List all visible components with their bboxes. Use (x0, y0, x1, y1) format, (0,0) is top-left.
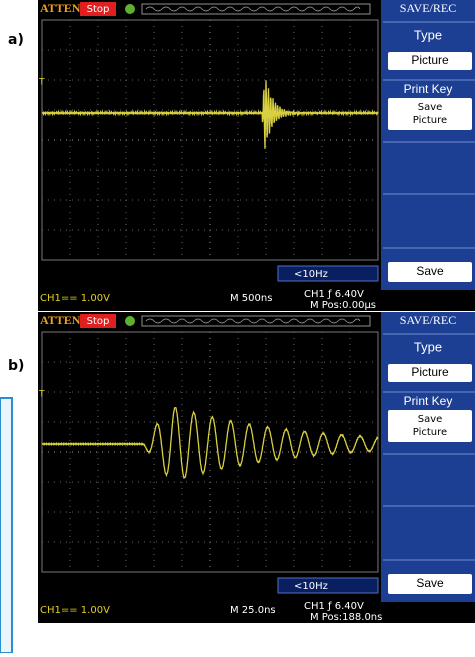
oscilloscope-screen: ATTEN Stop SAVE/REC Type Picture Print Key Sav… (38, 312, 475, 623)
page: {"labels": {"a": "a)", "b": "b)"}, "pane… (0, 0, 475, 653)
menu-label: Print Key (404, 394, 453, 408)
state: Stop (87, 316, 110, 327)
icon (125, 4, 135, 14)
channel-scale: CH1== 1.00V (40, 293, 110, 304)
menu-value: Save (416, 576, 444, 590)
channel-scale: CH1== 1.00V (40, 605, 110, 616)
trigger-freq: <10Hz (294, 581, 328, 592)
state: Stop (87, 4, 110, 15)
menu-value: Save (418, 414, 443, 425)
trigger-level: CH1 ƒ 6.40V (304, 289, 364, 300)
panel-label: a) (8, 32, 24, 48)
menu-bg (381, 312, 475, 602)
timebase: M 25.0ns (230, 605, 276, 616)
icon (125, 316, 135, 326)
menu-label: Type (414, 339, 442, 354)
menu-label: Type (414, 27, 442, 42)
menu-value: Save (416, 264, 444, 278)
timebase: M 500ns (230, 293, 272, 304)
side-box (0, 398, 12, 653)
menu-value: Save (418, 102, 443, 113)
trigger-marker: T (38, 390, 45, 400)
menu-title: SAVE/REC (400, 313, 456, 327)
menu-value: Picture (411, 53, 449, 67)
trigger-box (278, 266, 378, 281)
figure: a) b) ATTEN Stop SAVE/REC Type Picture Print … (0, 0, 475, 653)
menu-value: Picture (413, 427, 447, 438)
position: M Pos:188.0ns (310, 612, 382, 623)
brand: ATTEN (40, 313, 81, 327)
menu-value: Picture (411, 365, 449, 379)
trigger-freq: <10Hz (294, 269, 328, 280)
brand: ATTEN (40, 1, 81, 15)
oscilloscope-screen: ATTEN Stop SAVE/REC Type Picture Print Key Sav… (38, 0, 475, 311)
trigger-box (278, 578, 378, 593)
position: M Pos:0.00µs (310, 300, 376, 311)
menu-bg (381, 0, 475, 290)
menu-label: Print Key (404, 82, 453, 96)
trigger-level: CH1 ƒ 6.40V (304, 601, 364, 612)
menu-value: Picture (413, 115, 447, 126)
trigger-marker: T (38, 78, 45, 88)
panel-label: b) (8, 358, 24, 374)
menu-title: SAVE/REC (400, 1, 456, 15)
